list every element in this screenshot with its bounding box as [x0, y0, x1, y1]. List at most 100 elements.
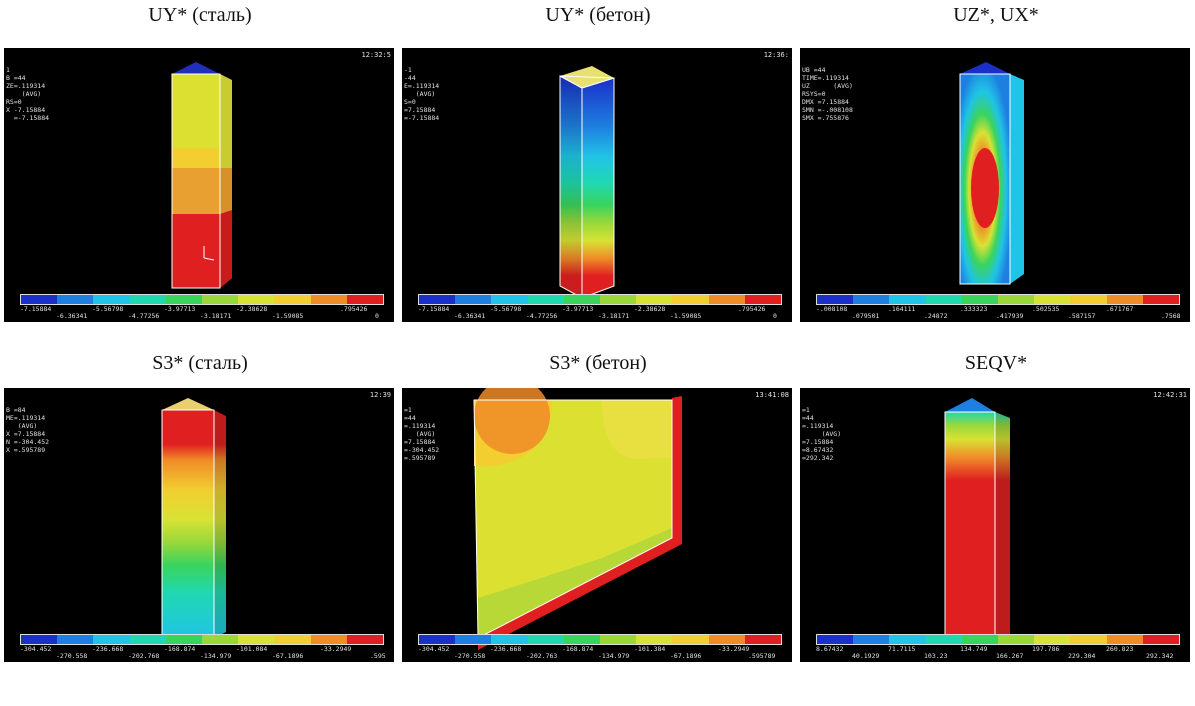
colorbar-segment — [93, 295, 130, 304]
colorbar-segment — [817, 635, 854, 644]
colorbar-segment — [165, 635, 203, 644]
panel-uz-ux: UB =44 TIME=.119314 UZ (AVG) RSYS=0 DMX =7.1… — [800, 48, 1190, 322]
uy-concrete-plot — [559, 66, 615, 299]
uz-ux-plot — [959, 62, 1024, 285]
panel-2-caption: UY* (бетон) — [545, 4, 651, 26]
colorbar-segment — [636, 635, 673, 644]
colorbar-segment — [563, 635, 601, 644]
colorbar-segment — [310, 635, 347, 644]
colorbar-segment — [57, 295, 94, 304]
panel-s3-steel: B =84 ME=.119314 (AVG) X =7.15884 N =-304.4… — [4, 388, 394, 662]
panel-2-colorbar — [418, 294, 782, 305]
colorbar-segment — [93, 635, 130, 644]
colorbar-segment — [1142, 635, 1180, 644]
colorbar-segment — [1070, 635, 1107, 644]
panel-6-caption: SEQV* — [964, 352, 1028, 374]
colorbar-segment — [1142, 295, 1180, 304]
colorbar-segment — [600, 635, 637, 644]
colorbar-segment — [1034, 295, 1071, 304]
colorbar-segment — [57, 635, 94, 644]
colorbar-segment — [961, 635, 999, 644]
colorbar-segment — [238, 635, 275, 644]
colorbar-segment — [274, 295, 311, 304]
colorbar-segment — [1034, 635, 1071, 644]
panel-5-info: =1 =44 =.119314 (AVG) =7.15884 =-304.452 =.59… — [404, 406, 440, 462]
panel-4-info: B =84 ME=.119314 (AVG) X =7.15884 N =-304.4… — [6, 406, 50, 454]
colorbar-segment — [1106, 295, 1143, 304]
panel-5-clock: 13:41:08 — [755, 391, 789, 399]
colorbar-segment — [925, 295, 962, 304]
colorbar-segment — [672, 295, 709, 304]
panel-2-ticks: -7.15884 -5.56798 -3.97713 -2.38628 .795… — [418, 305, 777, 320]
colorbar-segment — [419, 635, 456, 644]
colorbar-segment — [129, 295, 166, 304]
colorbar-segment — [708, 295, 745, 304]
panel-2-info: -1 -44 E=.119314 (AVG) S=0 =7.15884 =-7.15884 — [404, 66, 440, 122]
colorbar-segment — [853, 635, 890, 644]
panel-4-clock: 12:39 — [369, 391, 391, 399]
panel-6-info: =1 =44 =.119314 (AVG) =7.15884 =8.67432 =292.… — [802, 406, 842, 462]
panel-1-clock: 12:32:5 — [361, 51, 391, 59]
panel-6-ticks: 8.67432 71.7115 134.749 197.786 260.823 … — [816, 645, 1174, 660]
colorbar-segment — [419, 295, 456, 304]
colorbar-segment — [817, 295, 854, 304]
colorbar-segment — [165, 295, 203, 304]
colorbar-segment — [961, 295, 999, 304]
colorbar-segment — [744, 635, 782, 644]
colorbar-segment — [310, 295, 347, 304]
colorbar-segment — [346, 295, 384, 304]
colorbar-segment — [853, 295, 890, 304]
colorbar-segment — [527, 295, 564, 304]
colorbar-segment — [491, 635, 528, 644]
panel-4-caption: S3* (сталь) — [152, 352, 248, 374]
colorbar-segment — [202, 295, 239, 304]
panel-3-info: UB =44 TIME=.119314 UZ (AVG) RSYS=0 DMX =7.1… — [802, 66, 853, 122]
colorbar-segment — [274, 635, 311, 644]
panel-5-caption: S3* (бетон) — [549, 352, 647, 374]
s3-concrete-plot — [473, 388, 682, 650]
colorbar-segment — [1070, 295, 1107, 304]
panel-seqv: =1 =44 =.119314 (AVG) =7.15884 =8.67432 =292.… — [800, 388, 1190, 662]
colorbar-segment — [889, 635, 926, 644]
colorbar-segment — [1106, 635, 1143, 644]
panel-1-caption: UY* (сталь) — [148, 4, 252, 26]
s3-steel-plot — [161, 398, 226, 639]
panel-3-colorbar — [816, 294, 1180, 305]
panel-1-ticks: -7.15884 -5.56798 -3.97713 -2.38628 .795… — [20, 305, 379, 320]
panel-s3-concrete: =1 =44 =.119314 (AVG) =7.15884 =-304.452 =.59… — [402, 388, 792, 662]
colorbar-segment — [744, 295, 782, 304]
panel-3-ticks: -.008108 .164111 .333323 .502535 .671767… — [816, 305, 1181, 320]
colorbar-segment — [672, 635, 709, 644]
panel-6-clock: 12:42:31 — [1153, 391, 1187, 399]
colorbar-segment — [636, 295, 673, 304]
colorbar-segment — [346, 635, 384, 644]
panel-5-ticks: -304.452 -236.668 -168.874 -101.384 -33.… — [418, 645, 776, 660]
colorbar-segment — [708, 635, 745, 644]
colorbar-segment — [129, 635, 166, 644]
colorbar-segment — [202, 635, 239, 644]
colorbar-segment — [455, 295, 492, 304]
panel-3-caption: UZ*, UX* — [953, 4, 1039, 26]
colorbar-segment — [491, 295, 528, 304]
panel-2-clock: 12:36: — [763, 51, 789, 59]
panel-6-colorbar — [816, 634, 1180, 645]
panel-4-ticks: -304.452 -236.668 -168.874 -101.084 -33.… — [20, 645, 386, 660]
colorbar-segment — [455, 635, 492, 644]
panel-1-colorbar — [20, 294, 384, 305]
colorbar-segment — [21, 635, 58, 644]
panel-5-colorbar — [418, 634, 782, 645]
colorbar-segment — [238, 295, 275, 304]
panel-uy-concrete: -1 -44 E=.119314 (AVG) S=0 =7.15884 =-7.15884… — [402, 48, 792, 322]
colorbar-segment — [889, 295, 926, 304]
uy-steel-plot — [171, 62, 232, 289]
colorbar-segment — [600, 295, 637, 304]
colorbar-segment — [925, 635, 962, 644]
colorbar-segment — [998, 295, 1035, 304]
colorbar-segment — [563, 295, 601, 304]
panel-4-colorbar — [20, 634, 384, 645]
colorbar-segment — [21, 295, 58, 304]
colorbar-segment — [998, 635, 1035, 644]
seqv-plot — [944, 398, 1010, 641]
